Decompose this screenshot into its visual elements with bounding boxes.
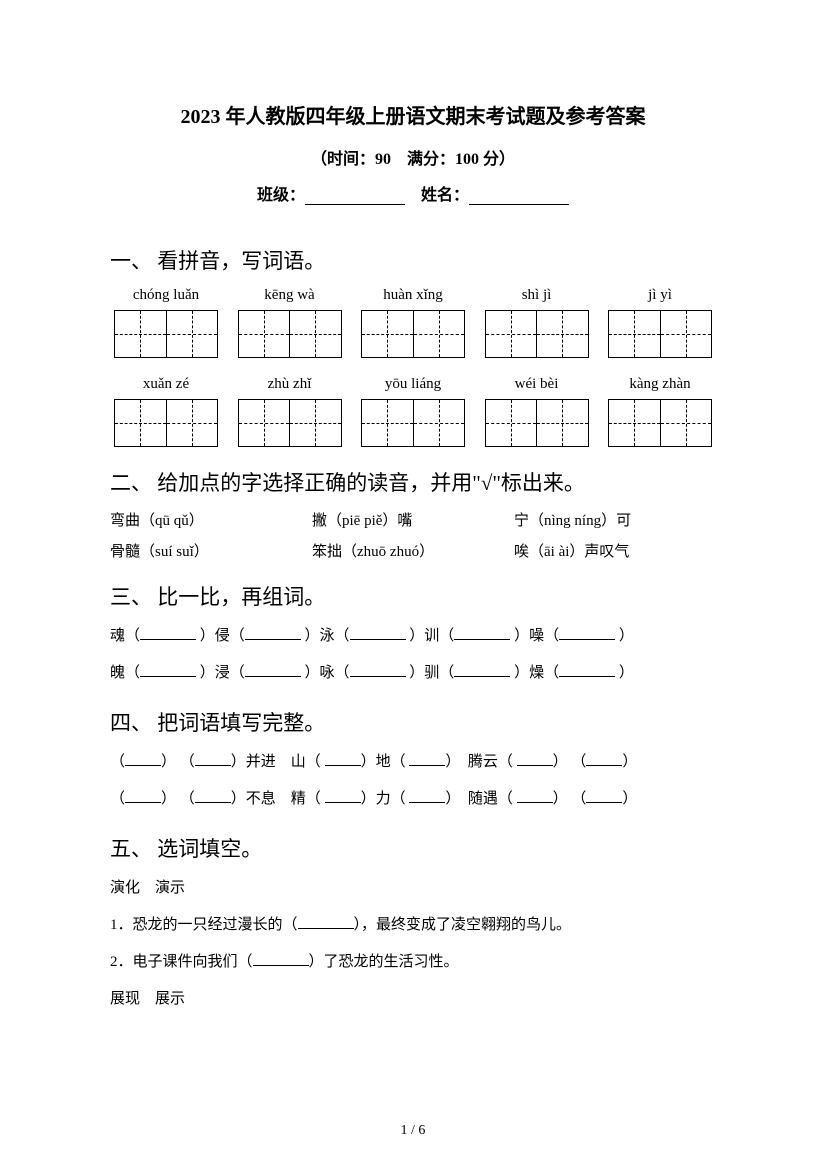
fill-blank[interactable] (245, 626, 301, 640)
char-box[interactable] (361, 310, 465, 358)
section-2-title: 二、 给加点的字选择正确的读音，并用"√"标出来。 (110, 467, 716, 497)
pinyin-label: kàng zhàn (608, 376, 712, 393)
q4-line-2: （） （）不息 精（ ）力（ ） 随遇（ ） （） (110, 786, 716, 813)
q2-item: 撇（piē piě）嘴 (312, 509, 514, 530)
pinyin-label: kēng wà (238, 287, 342, 304)
doc-title: 2023 年人教版四年级上册语文期末考试题及参考答案 (110, 100, 716, 129)
fill-blank[interactable] (195, 789, 231, 803)
char-box[interactable] (114, 399, 218, 447)
char-box[interactable] (485, 399, 589, 447)
char-box[interactable] (238, 399, 342, 447)
pinyin-label: xuǎn zé (114, 376, 218, 393)
fill-blank[interactable] (125, 752, 161, 766)
pinyin-row-2: xuǎn zé zhù zhǐ yōu liáng wéi bèi kàng z… (110, 376, 716, 393)
section-1-title: 一、 看拼音，写词语。 (110, 245, 716, 275)
name-label: 姓名： (421, 187, 469, 204)
section-3-title: 三、 比一比，再组词。 (110, 581, 716, 611)
q2-item: 骨髓（suí suǐ） (110, 540, 312, 561)
fill-blank[interactable] (325, 789, 361, 803)
pinyin-label: yōu liáng (361, 376, 465, 393)
char-box[interactable] (114, 310, 218, 358)
fill-blank[interactable] (586, 789, 622, 803)
q2-item: 弯曲（qū qǔ） (110, 509, 312, 530)
fill-blank[interactable] (559, 626, 615, 640)
pinyin-label: huàn xǐng (361, 287, 465, 304)
char-box[interactable] (238, 310, 342, 358)
name-blank[interactable] (469, 189, 569, 205)
q2-item: 笨拙（zhuō zhuó） (312, 540, 514, 561)
q2-item: 唉（āi ài）声叹气 (514, 540, 716, 561)
fill-blank[interactable] (125, 789, 161, 803)
fill-blank[interactable] (325, 752, 361, 766)
fill-blank[interactable] (559, 663, 615, 677)
pinyin-label: zhù zhǐ (238, 376, 342, 393)
box-row-1 (110, 310, 716, 358)
char-box[interactable] (608, 310, 712, 358)
pinyin-label: chóng luǎn (114, 287, 218, 304)
q5-words-2: 展现 展示 (110, 986, 716, 1013)
q5-q1: 1．恐龙的一只经过漫长的（），最终变成了凌空翱翔的鸟儿。 (110, 912, 716, 939)
fill-blank[interactable] (253, 952, 309, 966)
fill-blank[interactable] (298, 915, 354, 929)
char-box[interactable] (608, 399, 712, 447)
q2-item: 宁（nìng níng）可 (514, 509, 716, 530)
fill-blank[interactable] (517, 752, 553, 766)
q5-q2: 2．电子课件向我们（）了恐龙的生活习性。 (110, 949, 716, 976)
q3-line-1: 魂（ ）侵（ ）泳（ ）训（ ）噪（ ） (110, 623, 716, 650)
q4-line-1: （） （）并进 山（ ）地（ ） 腾云（ ） （） (110, 749, 716, 776)
fill-blank[interactable] (586, 752, 622, 766)
fill-blank[interactable] (409, 789, 445, 803)
char-box[interactable] (485, 310, 589, 358)
fill-blank[interactable] (350, 626, 406, 640)
fill-blank[interactable] (409, 752, 445, 766)
fill-blank[interactable] (454, 626, 510, 640)
fill-blank[interactable] (195, 752, 231, 766)
fill-blank[interactable] (245, 663, 301, 677)
page-number: 1 / 6 (0, 1123, 826, 1139)
fill-blank[interactable] (517, 789, 553, 803)
char-box[interactable] (361, 399, 465, 447)
fill-blank[interactable] (454, 663, 510, 677)
q2-row-1: 弯曲（qū qǔ） 撇（piē piě）嘴 宁（nìng níng）可 (110, 509, 716, 530)
box-row-2 (110, 399, 716, 447)
fill-blank[interactable] (140, 663, 196, 677)
class-name-line: 班级： 姓名： (110, 181, 716, 205)
section-5-title: 五、 选词填空。 (110, 833, 716, 863)
q5-words-1: 演化 演示 (110, 875, 716, 902)
q3-line-2: 魄（ ）浸（ ）咏（ ）驯（ ）燥（ ） (110, 660, 716, 687)
class-label: 班级： (257, 187, 305, 204)
pinyin-label: shì jì (485, 287, 589, 304)
fill-blank[interactable] (350, 663, 406, 677)
pinyin-label: wéi bèi (485, 376, 589, 393)
class-blank[interactable] (305, 189, 405, 205)
doc-subtitle: （时间：90 满分：100 分） (110, 145, 716, 169)
pinyin-label: jì yì (608, 287, 712, 304)
fill-blank[interactable] (140, 626, 196, 640)
pinyin-row-1: chóng luǎn kēng wà huàn xǐng shì jì jì y… (110, 287, 716, 304)
q2-row-2: 骨髓（suí suǐ） 笨拙（zhuō zhuó） 唉（āi ài）声叹气 (110, 540, 716, 561)
section-4-title: 四、 把词语填写完整。 (110, 707, 716, 737)
